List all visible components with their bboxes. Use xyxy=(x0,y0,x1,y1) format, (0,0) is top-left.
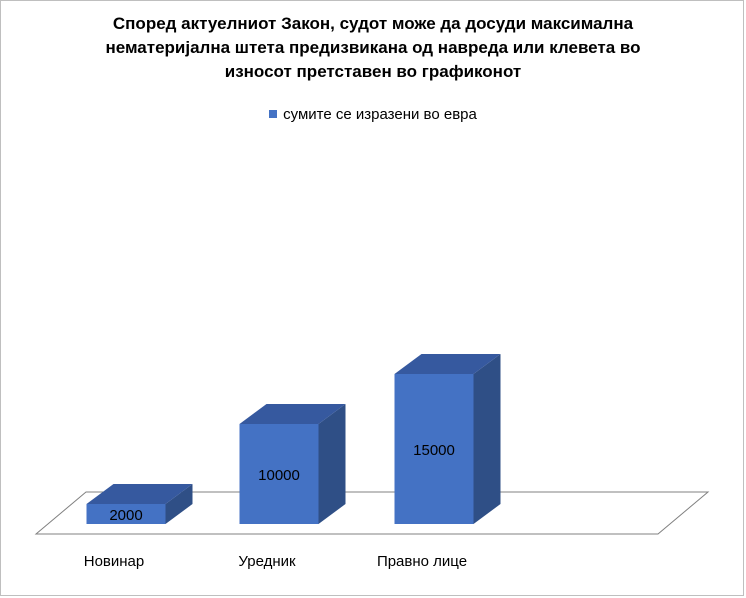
x-tick-label: Правно лице xyxy=(377,553,467,570)
legend-swatch xyxy=(269,110,278,119)
data-label: 10000 xyxy=(258,467,300,484)
chart-floor xyxy=(34,491,710,535)
x-tick-label: Новинар xyxy=(84,553,145,570)
chart-title-line-1: Според актуелниот Закон, судот може да д… xyxy=(112,14,634,33)
bar-side xyxy=(473,354,501,524)
chart-title-line-3: износот претставен во графиконот xyxy=(224,62,522,81)
bar-side xyxy=(318,404,346,524)
chart-title-line-2: нематеријална штета предизвикана од навр… xyxy=(105,38,641,57)
data-label: 15000 xyxy=(413,442,455,459)
data-label: 2000 xyxy=(109,507,142,524)
bar-top xyxy=(239,404,346,424)
chart-title: Според актуелниот Закон, судот може да д… xyxy=(60,12,686,84)
bar-top xyxy=(394,354,501,374)
bar-top xyxy=(86,484,193,504)
bar xyxy=(394,374,474,524)
legend-label: сумите се изразени во евра xyxy=(283,106,477,123)
bar-side xyxy=(165,484,193,524)
chart-legend: сумите се изразени во евра xyxy=(0,106,746,123)
x-tick-label: Уредник xyxy=(238,553,296,570)
bar xyxy=(86,504,166,524)
bar xyxy=(239,424,319,524)
